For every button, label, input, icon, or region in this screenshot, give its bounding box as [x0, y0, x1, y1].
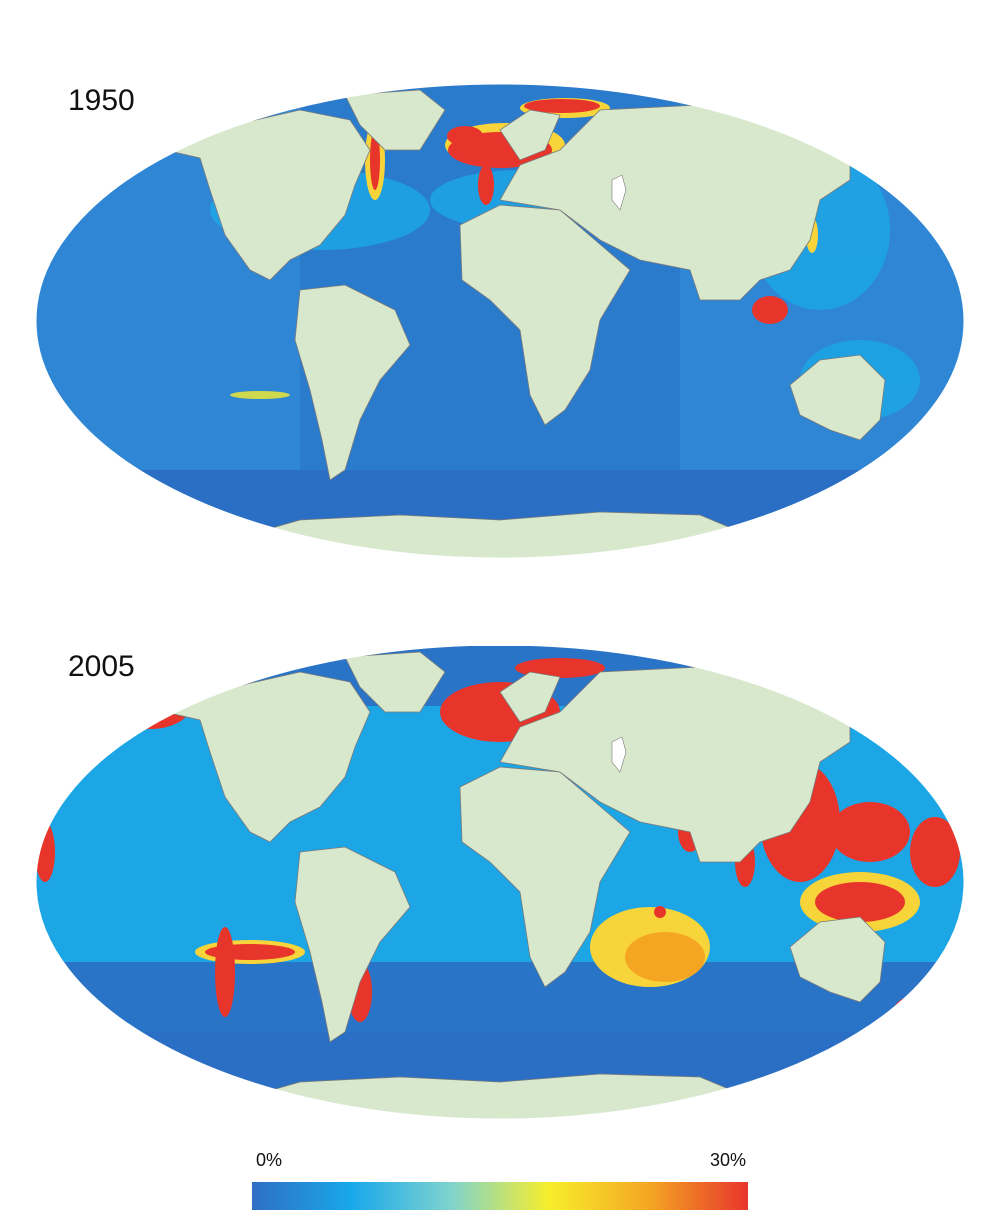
map-panel-1950: 1950 — [0, 0, 1000, 560]
world-map-1950 — [35, 83, 965, 559]
year-label: 1950 — [68, 84, 135, 117]
world-map-2005 — [35, 644, 965, 1120]
year-label: 2005 — [68, 650, 135, 683]
map-panel-2005: 2005 — [0, 562, 1000, 1122]
legend-min-label: 0% — [256, 1150, 283, 1170]
legend-max-label: 30% — [709, 1150, 746, 1170]
continents-1950 — [163, 89, 886, 558]
legend-gradient-bar — [252, 1182, 748, 1210]
color-legend: 0% 30% — [252, 1150, 748, 1210]
